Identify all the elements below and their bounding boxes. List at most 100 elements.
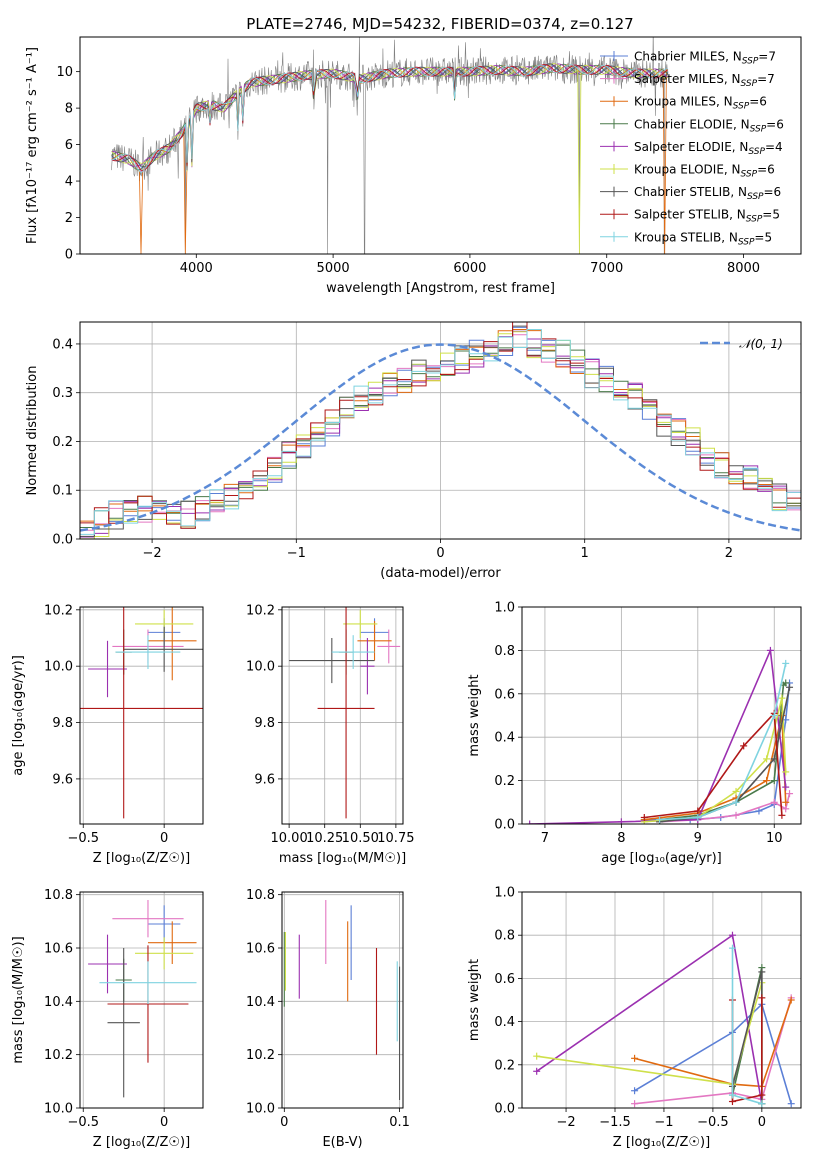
- y-tick-label: 0.6: [494, 687, 515, 702]
- y-tick-label: 10.2: [44, 603, 73, 618]
- observed-spectrum-line: [111, 37, 669, 254]
- axes-frame: [79, 891, 204, 1109]
- mass-vs-extinction-plot: 0 0.1 10.0 10.2 10.4 10.6 10.8 E(B-V): [246, 888, 410, 1150]
- y-tick-label: 10.0: [246, 1102, 275, 1117]
- legend-label: 𝒩(0, 1): [739, 337, 783, 351]
- x-tick-label: 0: [758, 1115, 766, 1130]
- y-tick-label: 10.8: [44, 888, 73, 903]
- x-tick-label: 4000: [180, 261, 213, 276]
- mass-weight-vs-age-plot: 7 8 9 10 0.0 0.2 0.4 0.6 0.8 1.0 age [log₁₀(age/yr…: [467, 601, 802, 866]
- age-vs-metallicity-plot: −0.5 0 9.6 9.8 10.0 10.2 Z [log₁₀(Z/Z☉)] age [l…: [11, 603, 204, 866]
- y-tick-label: 10.0: [44, 1102, 73, 1117]
- x-tick-label: 9: [694, 831, 702, 846]
- x-axis-label: E(B-V): [322, 1135, 362, 1150]
- x-tick-label: 5000: [317, 261, 350, 276]
- plot-area: [533, 931, 795, 1108]
- legend-label: Kroupa STELIB, NSSP=5: [634, 230, 772, 247]
- legend-label: Kroupa MILES, NSSP=6: [634, 95, 767, 112]
- x-tick-label: 0: [436, 546, 444, 561]
- y-tick-label: 1.0: [494, 601, 515, 616]
- x-tick-label: −0.5: [67, 831, 99, 846]
- y-tick-label: 0.6: [494, 972, 515, 987]
- x-axis-label: Z [log₁₀(Z/Z☉)]: [93, 851, 190, 866]
- x-tick-label: 1: [581, 546, 589, 561]
- y-tick-label: 9.6: [52, 772, 73, 787]
- weight-line-salpeter-elodie: [536, 933, 763, 1104]
- y-axis-label: mass weight: [467, 674, 482, 756]
- axes-frame: [521, 891, 802, 1109]
- axes-frame: [281, 891, 404, 1109]
- y-tick-label: 0.0: [494, 1102, 515, 1117]
- y-axis-label: mass [log₁₀(M/M☉)]: [11, 936, 26, 1063]
- x-tick-label: 7: [541, 831, 549, 846]
- legend-label: Salpeter STELIB, NSSP=5: [634, 208, 780, 225]
- y-tick-label: 10.6: [246, 942, 275, 957]
- y-tick-label: 2: [65, 211, 73, 226]
- x-tick-label: 7000: [590, 261, 623, 276]
- x-tick-label: 0.1: [389, 1115, 410, 1130]
- x-tick-label: 10: [766, 831, 783, 846]
- x-tick-label: −0.5: [697, 1115, 729, 1130]
- x-tick-label: 10.75: [377, 831, 414, 846]
- y-tick-label: 9.6: [254, 772, 275, 787]
- plot-area: [88, 900, 197, 1098]
- normal-distribution-curve: [80, 343, 801, 532]
- weight-line-chabrier-elodie: [659, 682, 787, 821]
- plot-area: [526, 646, 794, 824]
- x-tick-label: 8000: [727, 261, 760, 276]
- y-tick-label: 0.8: [494, 644, 515, 659]
- x-tick-label: −1: [287, 546, 306, 561]
- y-tick-label: 10: [56, 65, 73, 80]
- plot-area: [283, 900, 401, 1100]
- weight-line-kroupa-miles: [634, 999, 792, 1088]
- y-tick-label: 8: [65, 102, 73, 117]
- model-spectrum-kroupa-miles: [111, 64, 669, 254]
- y-tick-label: 0.3: [52, 386, 73, 401]
- y-axis-label: mass weight: [467, 959, 482, 1041]
- plot-area: [80, 322, 801, 539]
- plot-area: [80, 607, 203, 819]
- y-tick-label: 0.2: [494, 1058, 515, 1073]
- y-tick-label: 0.0: [494, 818, 515, 833]
- x-tick-label: 6000: [453, 261, 486, 276]
- y-axis-label: age [log₁₀(age/yr)]: [11, 655, 26, 776]
- y-tick-label: 10.4: [44, 995, 73, 1010]
- legend-label: Salpeter MILES, NSSP=7: [634, 72, 775, 89]
- y-tick-label: 9.8: [52, 716, 73, 731]
- y-tick-label: 0.4: [494, 731, 515, 746]
- y-axis-label: Flux [fλ10⁻¹⁷ erg cm⁻² s⁻¹ A⁻¹]: [25, 47, 40, 244]
- y-tick-label: 4: [65, 175, 73, 190]
- y-tick-label: 0.8: [494, 929, 515, 944]
- x-tick-label: −2: [143, 546, 162, 561]
- x-tick-label: −1.5: [599, 1115, 631, 1130]
- plot-area: [289, 607, 401, 819]
- mass-weight-vs-metallicity-plot: −2 −1.5 −1 −0.5 0 0.0 0.2 0.4 0.6 0.8 1.0 Z [log₁₀(…: [467, 886, 802, 1150]
- y-tick-label: 6: [65, 138, 73, 153]
- y-tick-label: 10.8: [246, 888, 275, 903]
- x-axis-label: wavelength [Angstrom, rest frame]: [326, 281, 555, 296]
- histogram-kroupa-stelib: [80, 329, 801, 535]
- model-spectrum-kroupa-stelib: [111, 64, 669, 173]
- x-tick-label: −0.5: [67, 1115, 99, 1130]
- legend-label: Chabrier STELIB, NSSP=6: [634, 185, 781, 202]
- spectrum-plot: 4000 5000 6000 7000 8000 0 2 4 6 8 10 wavelength [A…: [25, 36, 802, 296]
- x-axis-label: mass [log₁₀(M/M☉)]: [279, 851, 406, 866]
- model-spectrum-salpeter-stelib: [111, 64, 669, 172]
- weight-line-chabrier-stelib: [659, 687, 791, 823]
- spectrum-title: PLATE=2746, MJD=54232, FIBERID=0374, z=0…: [246, 15, 633, 33]
- y-tick-label: 10.6: [44, 942, 73, 957]
- spectrum-legend: Chabrier MILES, NSSP=7 Salpeter MILES, NS…: [600, 50, 784, 247]
- x-tick-label: 10.50: [342, 831, 379, 846]
- y-tick-label: 1.0: [494, 886, 515, 901]
- y-tick-label: 0.4: [52, 337, 73, 352]
- model-spectrum-kroupa-elodie: [111, 63, 669, 254]
- y-tick-label: 10.0: [246, 660, 275, 675]
- weight-line-kroupa-stelib: [659, 663, 787, 821]
- legend-label: Salpeter ELODIE, NSSP=4: [634, 140, 783, 157]
- y-tick-label: 10.4: [246, 995, 275, 1010]
- y-axis-label: Normed distribution: [25, 366, 40, 496]
- x-axis-label: Z [log₁₀(Z/Z☉)]: [93, 1135, 190, 1150]
- x-tick-label: −1: [654, 1115, 673, 1130]
